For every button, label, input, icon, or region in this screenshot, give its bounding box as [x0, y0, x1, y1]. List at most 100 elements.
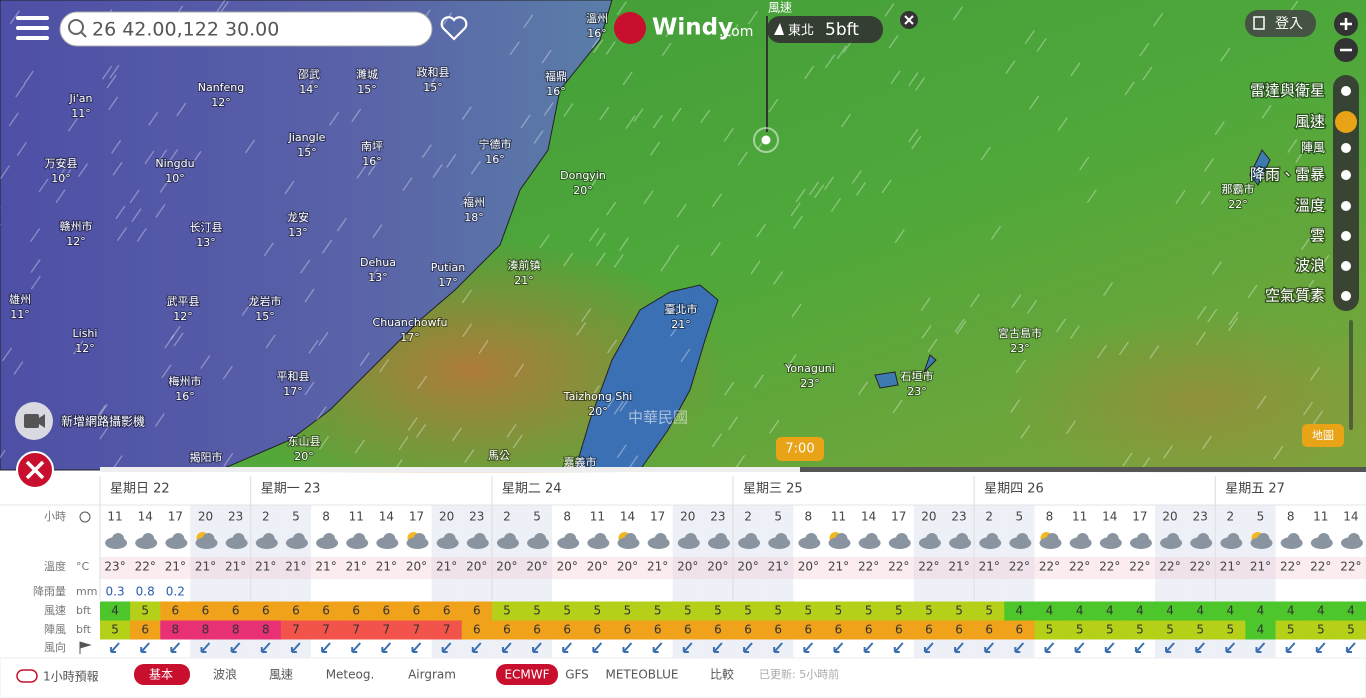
login-text[interactable]: 登入 — [1275, 16, 1303, 32]
layer-label[interactable]: 雷達與衛星 — [1249, 80, 1327, 101]
cloud — [1167, 533, 1180, 545]
footer-items: 1小時預報 基本 波浪 風速 Meteog. Airgram ECMWF GFS METEOBL… — [16, 664, 839, 685]
gust-cell — [1245, 620, 1277, 640]
temp: 23° — [104, 560, 125, 574]
search-text[interactable]: 26 42.00,122 30.00 — [92, 19, 279, 41]
tab[interactable]: 風速 — [269, 667, 293, 682]
layer-label[interactable]: 空氣質素 — [1264, 285, 1327, 306]
streak — [1065, 420, 1076, 435]
streak — [591, 34, 602, 49]
streak — [927, 338, 938, 353]
layer-icon[interactable] — [1341, 170, 1351, 180]
layer-label[interactable]: 溫度 — [1294, 195, 1327, 216]
layer-icon[interactable] — [1341, 231, 1351, 241]
streak — [1036, 38, 1047, 52]
base-map-button[interactable] — [1302, 424, 1344, 447]
compare[interactable]: 比較 — [710, 667, 734, 682]
streak — [318, 436, 330, 450]
streak — [1287, 139, 1298, 154]
model[interactable]: ECMWF — [504, 668, 549, 682]
layer-label[interactable]: 波浪 — [1294, 255, 1327, 276]
streak — [164, 334, 175, 349]
temp: 21° — [315, 560, 336, 574]
wind: 5 — [624, 604, 632, 618]
streak — [619, 397, 630, 412]
streak — [115, 205, 126, 220]
favorite[interactable] — [440, 16, 468, 41]
streak — [633, 108, 644, 122]
layer-icon[interactable] — [1341, 86, 1351, 96]
day-label: 星期四 26 — [984, 482, 1044, 497]
place-temp: 12° — [66, 235, 86, 248]
place-name: Lishi — [73, 327, 98, 340]
camera-text[interactable]: 新增網路攝影機 — [60, 413, 146, 430]
gust-cell — [552, 620, 583, 640]
layer-icon[interactable] — [1341, 261, 1351, 271]
search-box[interactable] — [59, 11, 433, 47]
tab[interactable]: 基本 — [149, 668, 173, 682]
temp: 20° — [466, 560, 487, 574]
wind: 4 — [1257, 604, 1265, 618]
wind-cell — [461, 601, 493, 621]
model-active[interactable] — [496, 664, 558, 685]
base-map-text[interactable]: 地圖 — [1312, 429, 1334, 442]
streak — [106, 74, 117, 89]
layer-icon[interactable] — [1341, 143, 1351, 153]
wind: 6 — [232, 604, 240, 618]
gust: 5 — [1347, 623, 1355, 637]
wind: 6 — [383, 604, 391, 618]
direction-arrow — [622, 642, 633, 653]
temp: 21° — [195, 560, 216, 574]
tab[interactable]: 波浪 — [213, 667, 237, 682]
streak — [671, 107, 682, 122]
layer-label[interactable]: 風速 — [1294, 111, 1327, 132]
place-temp: 22° — [1228, 198, 1248, 211]
cloud — [292, 533, 305, 545]
place-name: 宁德市 — [479, 137, 512, 151]
layer-label[interactable]: 降雨、雷暴 — [1249, 164, 1327, 185]
forecast-table: 星期日 22 星期一 23 星期二 24 星期三 25 星期四 26 星期五 27 小時溫度… — [0, 476, 1366, 658]
tab[interactable]: Airgram — [408, 668, 456, 682]
hour: 17 — [168, 510, 183, 524]
layer-icon[interactable] — [1341, 201, 1351, 211]
marker-popup[interactable] — [767, 16, 883, 43]
streak — [0, 165, 11, 179]
hour: 17 — [891, 510, 906, 524]
time-bubble[interactable] — [776, 437, 824, 461]
wind: 4 — [1046, 604, 1054, 618]
streak — [786, 354, 797, 369]
direction-arrow — [1104, 642, 1115, 653]
gust-cell — [763, 620, 794, 640]
streak — [915, 77, 926, 91]
layer-label[interactable]: 雲 — [1309, 225, 1327, 246]
streak — [372, 224, 383, 238]
hourly-toggle[interactable] — [16, 669, 38, 683]
model[interactable]: GFS — [565, 668, 589, 682]
direction-arrow — [110, 642, 120, 653]
marker-direction: 東北 — [788, 23, 814, 39]
layer-icon[interactable] — [1335, 111, 1357, 133]
islands — [874, 149, 1271, 389]
hamburger[interactable] — [16, 16, 49, 40]
hour: 8 — [563, 510, 571, 524]
wind: 4 — [1196, 604, 1204, 618]
streak — [1149, 345, 1160, 359]
gust-cell — [1124, 620, 1156, 640]
streak — [8, 112, 19, 127]
map[interactable]: 中華民國 溫州 16° Nanfeng 12° 邵武 14° 濉城 15° 政和县 15° 福鼎 16… — [0, 0, 1366, 500]
gust-cell — [793, 620, 824, 640]
gust-cell — [883, 620, 915, 640]
streak — [616, 444, 627, 459]
tab[interactable]: Meteog. — [326, 668, 375, 682]
streak — [590, 173, 601, 187]
marker-dot[interactable] — [761, 135, 771, 145]
tab-active[interactable] — [134, 664, 190, 685]
layer-label[interactable]: 陣風 — [1300, 139, 1327, 156]
hourly-text[interactable]: 1小時預報 — [43, 670, 99, 684]
model[interactable]: METEOBLUE — [606, 668, 679, 682]
gust: 5 — [1106, 623, 1114, 637]
wind-cell — [491, 601, 523, 621]
wind: 6 — [352, 604, 360, 618]
layer-icon[interactable] — [1341, 291, 1351, 301]
gust-cell — [311, 620, 342, 640]
